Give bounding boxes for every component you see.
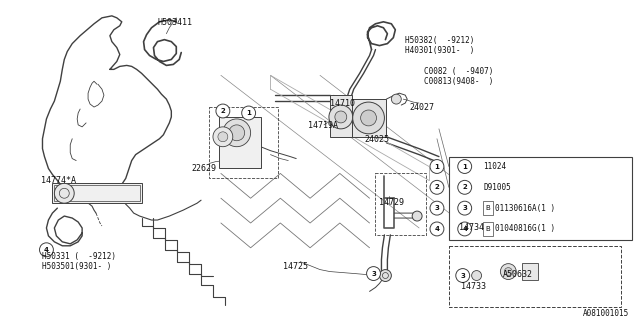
Circle shape <box>218 132 228 142</box>
Text: 1: 1 <box>462 164 467 170</box>
Circle shape <box>229 125 244 141</box>
Text: A081001015: A081001015 <box>583 309 629 318</box>
Circle shape <box>458 160 472 173</box>
Bar <box>52 183 141 203</box>
Circle shape <box>335 111 347 123</box>
Bar <box>209 107 278 179</box>
Text: 01040816G(1 ): 01040816G(1 ) <box>495 224 556 234</box>
Text: 14729: 14729 <box>380 198 404 207</box>
Text: 3: 3 <box>460 273 465 278</box>
Circle shape <box>367 267 380 281</box>
Circle shape <box>500 264 516 279</box>
Text: 14725: 14725 <box>284 262 308 271</box>
Text: 4: 4 <box>462 226 467 232</box>
Text: 3: 3 <box>462 205 467 211</box>
Circle shape <box>412 211 422 221</box>
Circle shape <box>458 201 472 215</box>
Bar <box>219 117 260 169</box>
Text: B: B <box>485 205 490 211</box>
Bar <box>449 156 632 240</box>
Circle shape <box>40 243 53 257</box>
Circle shape <box>504 268 512 276</box>
Circle shape <box>430 180 444 194</box>
Text: 14719A: 14719A <box>308 121 338 130</box>
Text: 22629: 22629 <box>191 164 216 172</box>
Text: 2: 2 <box>462 184 467 190</box>
Text: H503501(9301- ): H503501(9301- ) <box>42 262 112 271</box>
Bar <box>483 201 493 215</box>
Circle shape <box>458 222 472 236</box>
Circle shape <box>329 105 353 129</box>
Bar <box>483 222 493 236</box>
Text: 1: 1 <box>246 110 251 116</box>
Bar <box>449 246 621 307</box>
Text: A50632: A50632 <box>502 269 532 279</box>
Circle shape <box>360 110 376 126</box>
Text: 2: 2 <box>435 184 439 190</box>
Circle shape <box>430 201 444 215</box>
Circle shape <box>213 127 233 147</box>
Text: H40301(9301-  ): H40301(9301- ) <box>405 45 475 55</box>
Circle shape <box>353 102 385 134</box>
Text: 4: 4 <box>44 247 49 253</box>
Circle shape <box>472 271 481 281</box>
Circle shape <box>392 94 401 104</box>
Bar <box>522 263 538 281</box>
Text: B: B <box>485 226 490 232</box>
Text: 14774*A: 14774*A <box>40 176 76 185</box>
Text: 11024: 11024 <box>484 162 507 171</box>
Text: 3: 3 <box>371 270 376 276</box>
Bar <box>54 185 140 201</box>
Circle shape <box>223 119 251 147</box>
Text: 01130616A(1 ): 01130616A(1 ) <box>495 204 556 212</box>
Circle shape <box>456 268 470 283</box>
Circle shape <box>430 222 444 236</box>
Text: 14734: 14734 <box>459 223 484 232</box>
Text: 14710: 14710 <box>330 99 355 108</box>
Circle shape <box>216 104 230 118</box>
Circle shape <box>430 160 444 173</box>
Text: 4: 4 <box>435 226 440 232</box>
Circle shape <box>242 106 255 120</box>
Text: C00813(9408-  ): C00813(9408- ) <box>424 77 493 86</box>
Circle shape <box>380 269 392 282</box>
Text: 14733: 14733 <box>461 283 486 292</box>
Text: H50331 (  -9212): H50331 ( -9212) <box>42 252 116 261</box>
Text: D91005: D91005 <box>484 183 511 192</box>
Circle shape <box>458 180 472 194</box>
Text: 1: 1 <box>435 164 440 170</box>
Text: 24027: 24027 <box>409 103 434 112</box>
Text: C0082 (  -9407): C0082 ( -9407) <box>424 68 493 76</box>
Text: H503411: H503411 <box>157 18 193 27</box>
Bar <box>352 99 387 137</box>
Text: H50382(  -9212): H50382( -9212) <box>405 36 475 45</box>
Text: 3: 3 <box>435 205 440 211</box>
Text: 2: 2 <box>221 108 225 114</box>
Bar <box>330 95 352 137</box>
Circle shape <box>54 183 74 203</box>
Text: 24025: 24025 <box>365 135 390 144</box>
Bar <box>374 173 426 235</box>
